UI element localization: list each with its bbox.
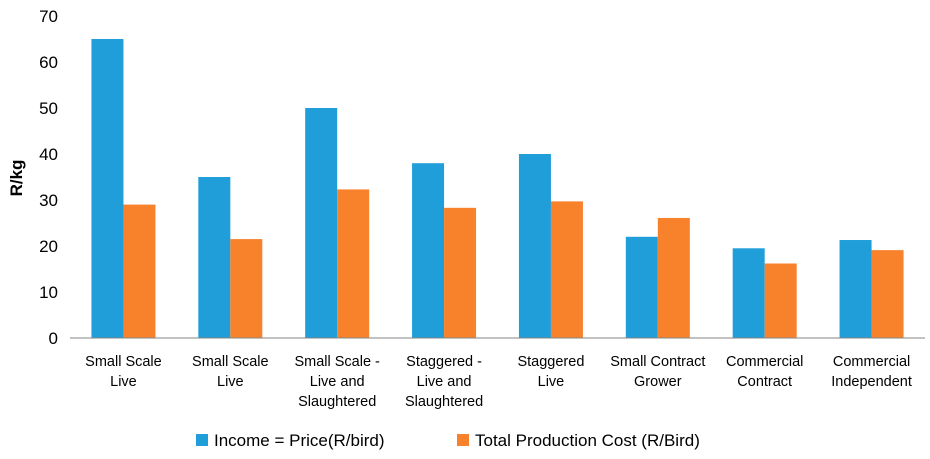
bar-production-cost-1 xyxy=(230,239,263,338)
y-tick-label: 0 xyxy=(49,329,58,348)
y-axis-ticks: 0 10 20 30 40 50 60 70 xyxy=(39,7,58,348)
legend-label-production-cost: Total Production Cost (R/Bird) xyxy=(475,431,700,450)
bar-income-4 xyxy=(518,154,551,338)
legend-swatch-income xyxy=(196,434,208,446)
y-tick-label: 20 xyxy=(39,237,58,256)
y-tick-label: 10 xyxy=(39,283,58,302)
bar-income-1 xyxy=(198,177,231,338)
bar-production-cost-0 xyxy=(123,204,156,338)
x-category-label: Small Contract Grower xyxy=(610,354,705,390)
bar-income-5 xyxy=(625,236,658,338)
x-category-label: Small Scale Live xyxy=(192,354,269,390)
x-category-label: Small Scale Live xyxy=(85,354,162,390)
x-category-label: Commercial Contract xyxy=(726,354,803,390)
y-tick-label: 40 xyxy=(39,145,58,164)
y-tick-label: 50 xyxy=(39,99,58,118)
y-axis-label: R/kg xyxy=(7,160,26,197)
legend-swatch-production-cost xyxy=(457,434,469,446)
x-category-label: Commercial Independent xyxy=(831,354,912,390)
bar-income-0 xyxy=(91,39,124,338)
bar-production-cost-6 xyxy=(764,263,797,338)
bar-production-cost-7 xyxy=(871,250,904,338)
bar-production-cost-4 xyxy=(550,201,583,338)
legend: Income = Price(R/bird) Total Production C… xyxy=(196,431,700,450)
bars xyxy=(91,39,904,338)
legend-label-income: Income = Price(R/bird) xyxy=(214,431,385,450)
bar-income-7 xyxy=(839,240,872,338)
x-axis-category-labels: Small Scale Live Small Scale Live Small Scal… xyxy=(85,354,912,410)
bar-income-6 xyxy=(732,248,765,338)
x-category-label: Small Scale -Live and Slaughtered xyxy=(294,354,380,410)
bar-production-cost-5 xyxy=(657,217,690,338)
y-tick-label: 70 xyxy=(39,7,58,26)
x-category-label: Staggered Live xyxy=(517,354,584,390)
y-tick-label: 30 xyxy=(39,191,58,210)
bar-production-cost-3 xyxy=(444,207,477,338)
y-tick-label: 60 xyxy=(39,53,58,72)
bar-income-2 xyxy=(305,108,338,338)
bar-income-3 xyxy=(412,163,445,338)
x-category-label: Staggered -Live and Slaughtered xyxy=(405,354,483,410)
bar-production-cost-2 xyxy=(337,189,370,338)
